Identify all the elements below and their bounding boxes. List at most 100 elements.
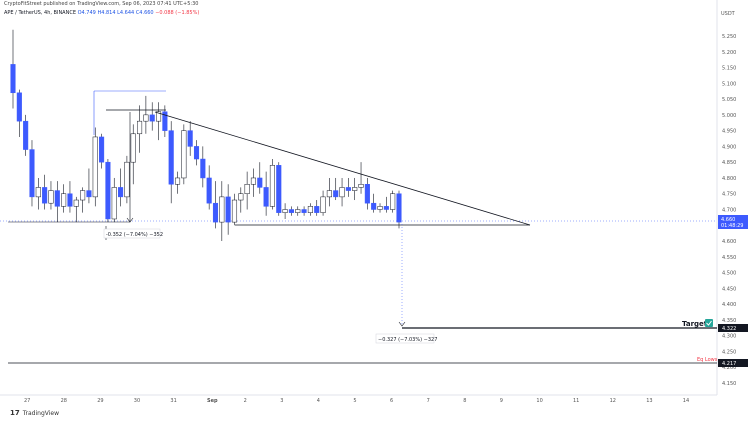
candle-body[interactable] [80, 190, 86, 201]
current-price-badge [718, 215, 748, 229]
candle-body[interactable] [118, 187, 124, 198]
candle-body[interactable] [219, 196, 225, 223]
candle-body[interactable] [23, 120, 29, 150]
measure-arrowhead-1 [126, 217, 134, 223]
candle-body[interactable] [187, 130, 193, 147]
candle-body[interactable] [371, 202, 377, 210]
candle-body[interactable] [307, 206, 313, 213]
candle-body[interactable] [29, 149, 35, 198]
date-tick-label: 31 [170, 398, 176, 404]
date-tick-label: 13 [646, 398, 652, 404]
measure-box-1 [103, 228, 161, 239]
eq-lows-price: 4.217 [722, 361, 736, 367]
candle-body[interactable] [352, 187, 358, 191]
candle-body[interactable] [244, 184, 250, 194]
candle-body[interactable] [269, 165, 275, 207]
candle-body[interactable] [42, 187, 48, 204]
candle-body[interactable] [130, 133, 136, 163]
candle-body[interactable] [149, 114, 155, 122]
candle-body[interactable] [124, 161, 130, 198]
candle-body[interactable] [200, 158, 206, 179]
candle-body[interactable] [364, 184, 370, 204]
candle-body[interactable] [383, 206, 389, 210]
date-tick-label: 7 [427, 398, 430, 404]
price-axis[interactable]: 5.250 5.200 5.150 5.100 5.050 5.000 4.950 4.900… [722, 34, 736, 387]
candle-body[interactable] [86, 190, 92, 198]
candle-body[interactable] [105, 161, 111, 220]
candle-body[interactable] [99, 136, 105, 163]
candle-body[interactable] [339, 187, 345, 198]
candle-body[interactable] [193, 146, 200, 160]
candle-body[interactable] [231, 199, 238, 223]
candle-body[interactable] [35, 187, 41, 198]
time-axis[interactable]: 27 28 29 30 31 Sep 2 3 4 5 6 7 8 9 10 11 12 13 14 [24, 398, 689, 404]
price-tick-label: 5.100 [722, 81, 736, 87]
candle-body[interactable] [295, 209, 301, 213]
date-tick-label: 29 [97, 398, 103, 404]
eq-lows-price-badge [718, 359, 748, 367]
price-tick-label: 4.900 [722, 144, 736, 150]
publish-info: CryptoFitStreet published on TradingView… [4, 1, 199, 7]
price-tick-label: 4.750 [722, 192, 736, 198]
candle-body[interactable] [358, 184, 364, 188]
candle-body[interactable] [61, 193, 67, 207]
price-tick-label: 4.400 [722, 302, 736, 308]
symbol-legend[interactable]: APE / TetherUS, 4h, BINANCE O4.749 H4.81… [4, 10, 199, 16]
price-tick-label: 4.700 [722, 208, 736, 214]
date-tick-label: 9 [500, 398, 503, 404]
candle-body[interactable] [396, 193, 402, 223]
candle-body[interactable] [206, 177, 212, 204]
candle-body[interactable] [155, 111, 162, 122]
candle-body[interactable] [143, 114, 149, 122]
candle-body[interactable] [320, 196, 326, 213]
tv-brand: TradingView [22, 409, 60, 417]
candle-body[interactable] [326, 190, 332, 198]
candle-body[interactable] [288, 209, 294, 213]
candle-body[interactable] [238, 193, 244, 201]
date-tick-label: 27 [24, 398, 30, 404]
candle-body[interactable] [10, 64, 16, 94]
candle-body[interactable] [67, 193, 73, 207]
ohlc-open: O4.749 [77, 10, 96, 16]
target-price: 4.322 [722, 326, 736, 332]
candle-body[interactable] [48, 190, 54, 204]
date-tick-label: 10 [536, 398, 542, 404]
candle-body[interactable] [225, 196, 231, 223]
candle-body[interactable] [73, 199, 79, 207]
date-tick-label: 4 [317, 398, 320, 404]
price-tick-label: 4.500 [722, 271, 736, 277]
candle-body[interactable] [92, 136, 98, 198]
candle-body[interactable] [174, 177, 181, 185]
candle-body[interactable] [16, 92, 22, 122]
candle-body[interactable] [54, 190, 60, 207]
date-tick-label: 14 [683, 398, 689, 404]
descending-trendline[interactable] [154, 111, 531, 226]
price-tick-label: 4.950 [722, 129, 736, 135]
candles[interactable] [10, 29, 402, 242]
date-tick-label: 12 [610, 398, 616, 404]
candle-body[interactable] [390, 193, 396, 210]
candle-body[interactable] [181, 130, 187, 179]
candle-body[interactable] [301, 209, 307, 213]
candle-body[interactable] [168, 130, 174, 185]
candle-body[interactable] [162, 111, 168, 131]
currency-label: USDT [721, 11, 736, 17]
symbol-name[interactable]: APE / TetherUS, 4h, BINANCE [4, 10, 76, 16]
date-tick-label: Sep [207, 398, 218, 404]
candle-body[interactable] [111, 187, 117, 220]
candle-body[interactable] [333, 190, 339, 198]
candle-body[interactable] [263, 187, 269, 207]
candle-body[interactable] [212, 202, 219, 223]
candle-body[interactable] [345, 187, 351, 191]
candle-body[interactable] [282, 209, 288, 213]
candle-body[interactable] [250, 177, 257, 185]
candle-body[interactable] [314, 206, 320, 213]
candle-body[interactable] [276, 165, 282, 213]
measure-box-2 [375, 333, 435, 344]
price-tick-label: 4.150 [722, 381, 736, 387]
candle-body[interactable] [137, 120, 143, 135]
candle-body[interactable] [377, 206, 383, 210]
tradingview-logo[interactable]: 17 TradingView [10, 409, 59, 417]
candle-body[interactable] [257, 177, 263, 188]
